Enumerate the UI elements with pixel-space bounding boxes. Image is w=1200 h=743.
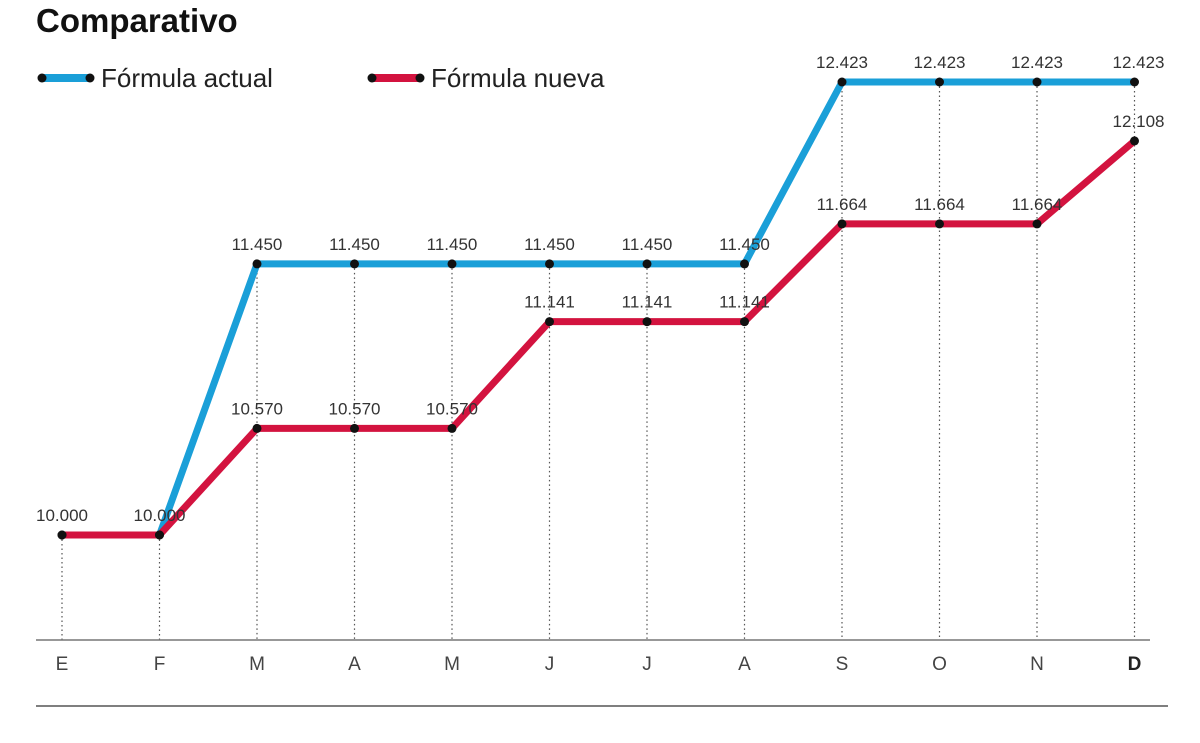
data-point	[155, 530, 164, 540]
data-point	[447, 423, 457, 433]
x-tick-label: M	[444, 654, 460, 675]
data-label: 10.570	[231, 399, 283, 418]
data-label: 11.141	[622, 293, 673, 312]
data-label: 10.570	[329, 399, 381, 418]
data-label: 11.450	[524, 235, 575, 254]
data-label: 10.000	[36, 506, 88, 525]
data-label: 10.000	[134, 506, 186, 525]
data-label: 11.141	[719, 293, 770, 312]
legend-dot	[37, 73, 47, 83]
data-point	[837, 219, 847, 229]
data-point	[1130, 77, 1139, 87]
data-point	[252, 423, 262, 433]
chart-title: Comparativo	[36, 2, 238, 39]
data-label: 12.423	[1113, 53, 1165, 72]
data-point	[545, 259, 554, 269]
series-lines	[58, 78, 1138, 539]
data-point	[57, 530, 67, 540]
data-label: 11.450	[622, 235, 673, 254]
legend: Fórmula actual Fórmula nueva	[37, 63, 605, 93]
data-point	[447, 259, 457, 269]
data-point	[545, 317, 554, 327]
data-point	[1130, 136, 1139, 146]
data-point	[252, 259, 262, 269]
x-tick-label: J	[545, 654, 555, 675]
data-point	[642, 259, 652, 269]
data-label: 11.450	[719, 235, 770, 254]
data-point	[740, 259, 749, 269]
data-label: 12.423	[914, 53, 966, 72]
data-point	[837, 77, 847, 87]
legend-label-1: Fórmula nueva	[431, 63, 605, 93]
data-label: 10.570	[426, 399, 478, 418]
data-label: 11.450	[427, 235, 478, 254]
data-label: 12.423	[816, 53, 868, 72]
legend-dot	[367, 73, 377, 83]
series-line-1	[58, 137, 1138, 539]
x-tick-label: O	[932, 654, 947, 675]
data-point	[1032, 77, 1042, 87]
legend-label-0: Fórmula actual	[101, 63, 273, 93]
data-point	[1032, 219, 1042, 229]
data-point	[935, 219, 944, 229]
x-tick-label: D	[1128, 654, 1142, 675]
value-labels: 10.000 10.000 11.450 11.450 11.450 11.450 11.4…	[36, 53, 1165, 525]
x-tick-label: M	[249, 654, 265, 675]
x-tick-label: A	[738, 654, 751, 675]
data-point	[740, 317, 749, 327]
x-tick-label: S	[836, 654, 849, 675]
data-label: 12.108	[1113, 112, 1165, 131]
data-label: 12.423	[1011, 53, 1063, 72]
data-label: 11.450	[232, 235, 283, 254]
data-point	[350, 423, 359, 433]
data-point	[350, 259, 359, 269]
legend-dot	[85, 73, 95, 83]
data-label: 11.664	[817, 195, 868, 214]
data-label: 11.141	[524, 293, 575, 312]
data-label: 11.664	[1012, 195, 1063, 214]
series-line-0	[58, 78, 1138, 539]
data-points	[57, 77, 1139, 540]
data-point	[935, 77, 944, 87]
grid-lines	[61, 82, 1136, 640]
x-tick-label: N	[1030, 654, 1044, 675]
x-tick-label: A	[348, 654, 361, 675]
x-tick-label: E	[56, 654, 69, 675]
x-tick-label: J	[642, 654, 652, 675]
data-label: 11.664	[914, 195, 965, 214]
data-point	[642, 317, 652, 327]
legend-dot	[415, 73, 425, 83]
data-label: 11.450	[329, 235, 380, 254]
x-tick-label: F	[154, 654, 166, 675]
